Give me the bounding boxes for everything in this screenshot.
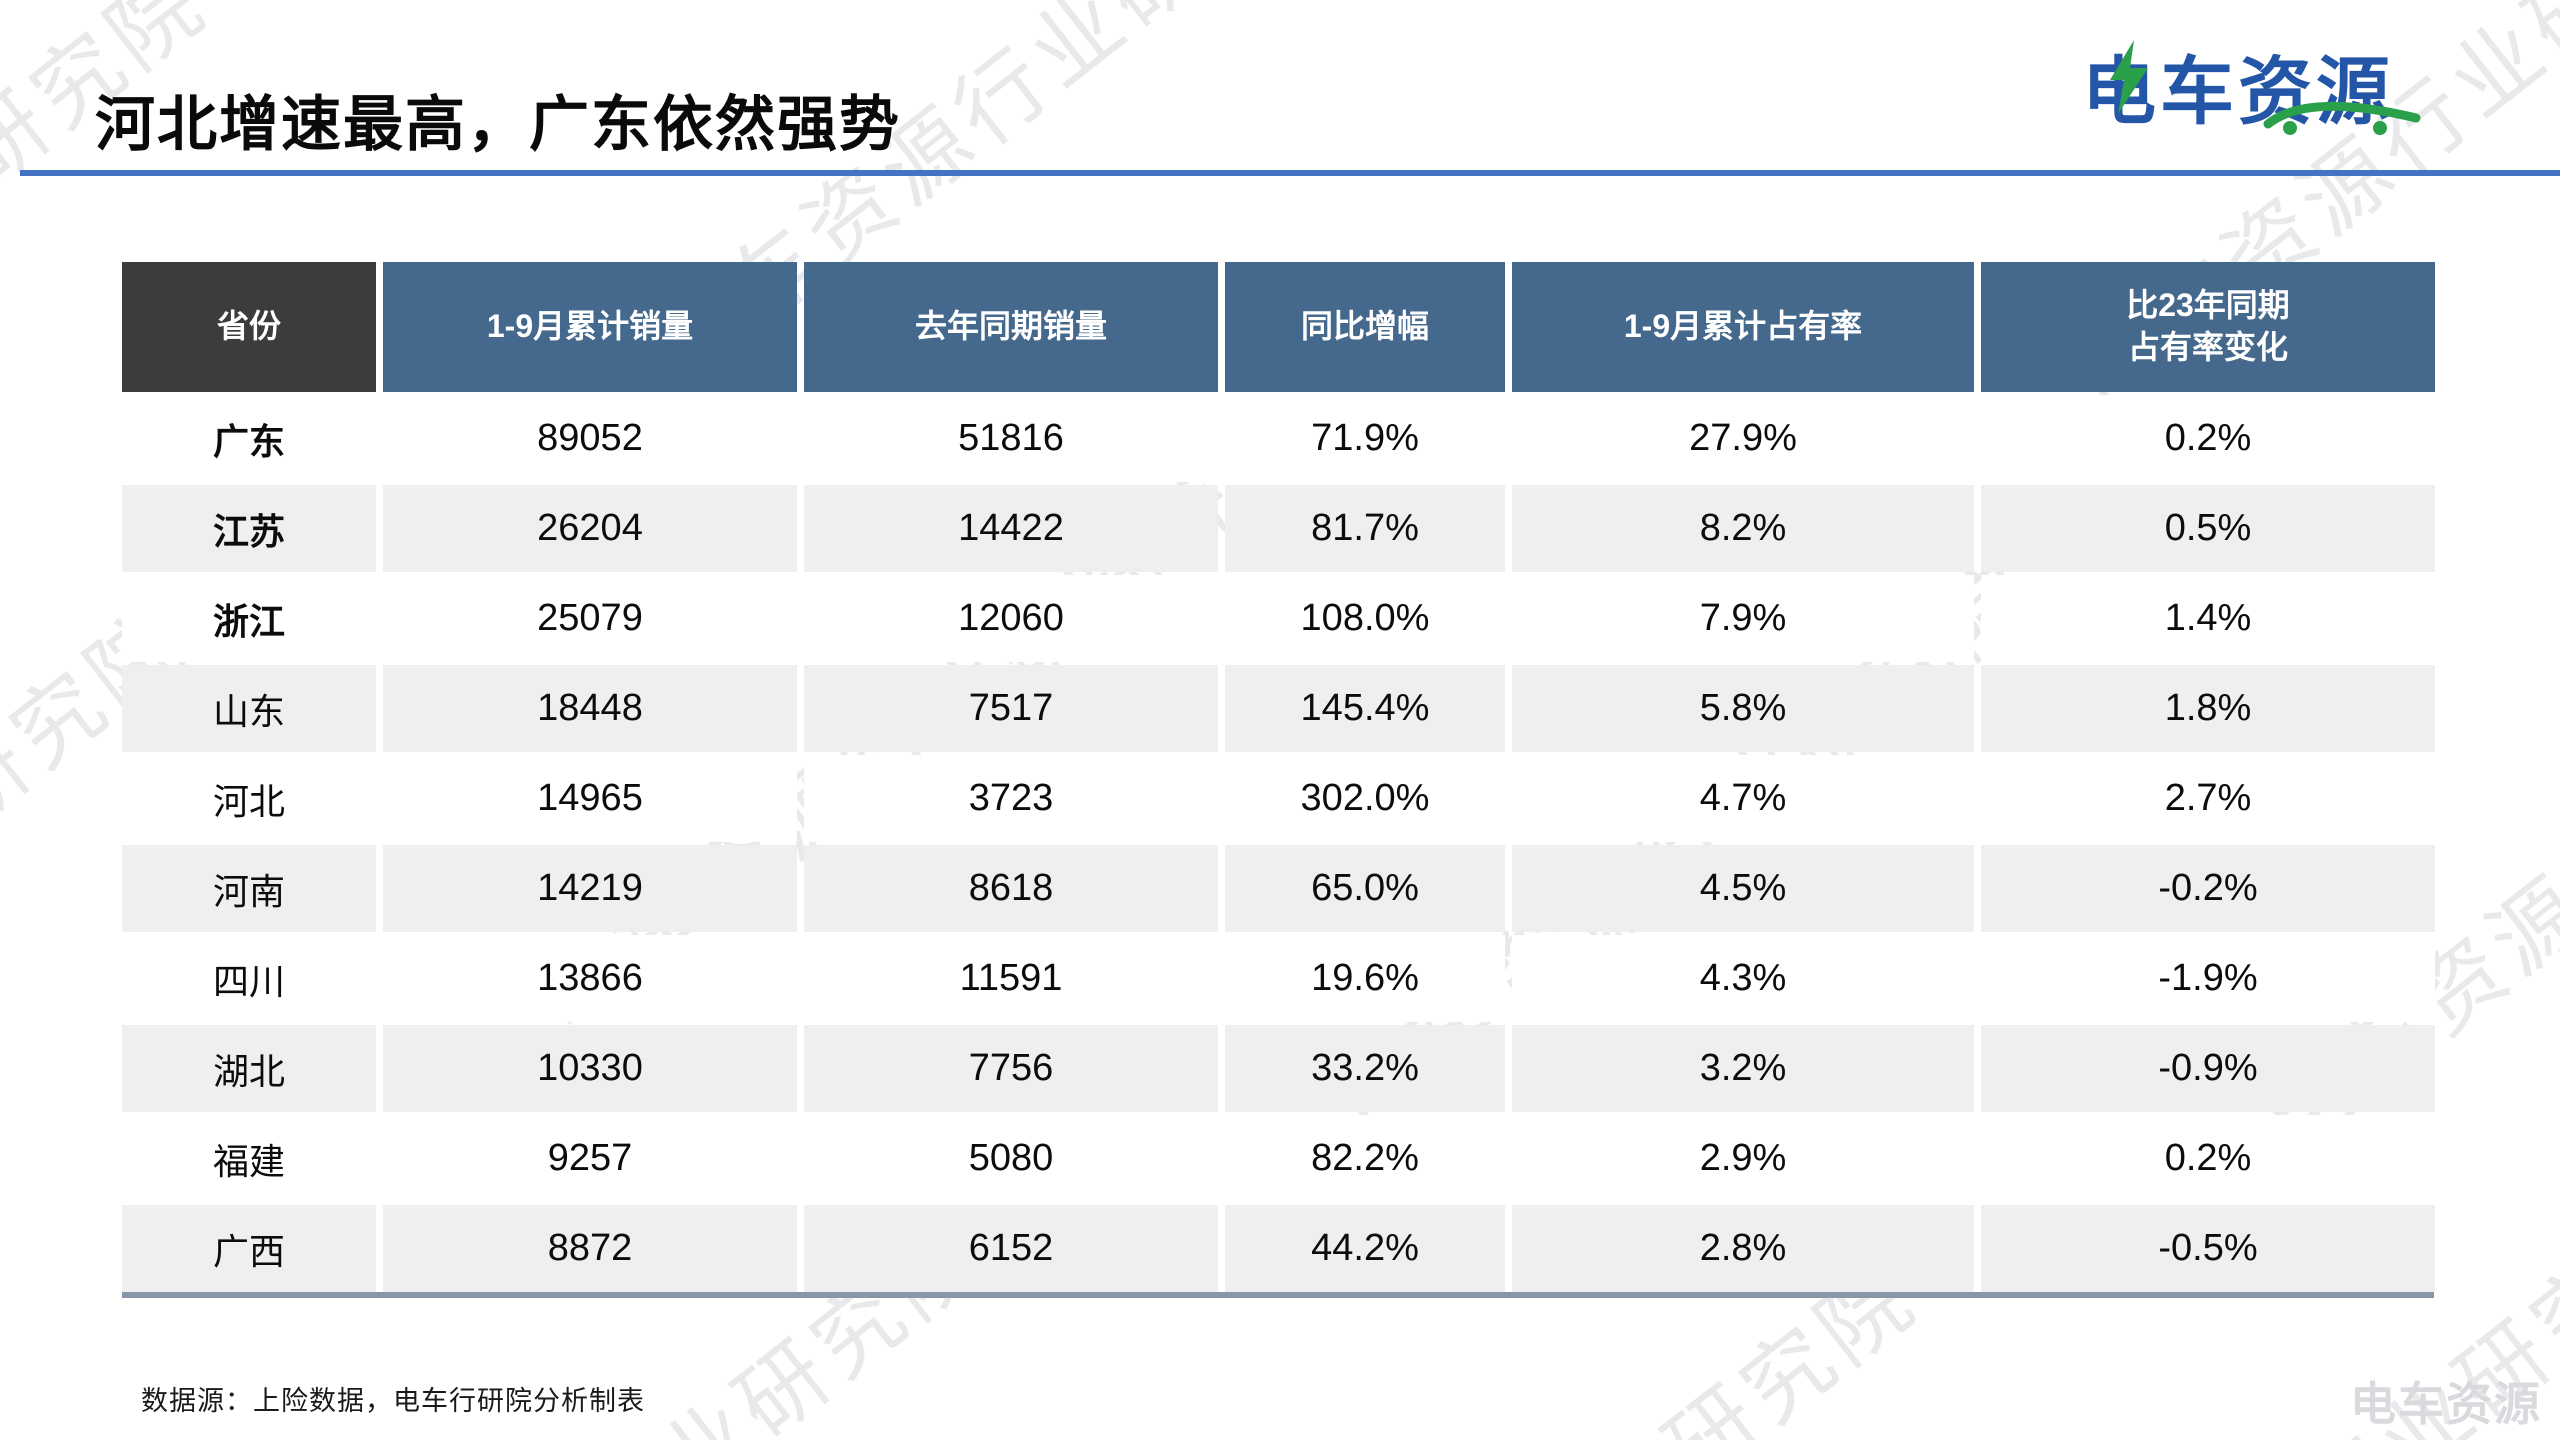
cell-cum-sales: 89052 xyxy=(383,395,797,482)
page-title: 河北增速最高，广东依然强势 xyxy=(95,91,901,159)
cell-prev-year: 5080 xyxy=(804,1115,1218,1202)
province-label: 四川 xyxy=(212,960,285,1002)
cell-cum-sales: 14219 xyxy=(383,845,797,932)
cell-share: 27.9% xyxy=(1512,395,1974,482)
cell-share: 2.9% xyxy=(1512,1115,1974,1202)
cell-share: 8.2% xyxy=(1512,485,1974,572)
table-header-province: 省份 xyxy=(122,262,376,392)
cell-share-change: 2.7% xyxy=(1981,755,2435,842)
table-header-prev-year: 去年同期销量 xyxy=(804,262,1218,392)
cell-province: 山东 xyxy=(122,665,376,752)
cell-share-change: -0.2% xyxy=(1981,845,2435,932)
table-header-share: 1-9月累计占有率 xyxy=(1512,262,1974,392)
site-logo: 电车资源 xyxy=(2082,26,2502,136)
cell-yoy-growth: 44.2% xyxy=(1225,1205,1505,1292)
corner-watermark: 电车资源 xyxy=(2350,1378,2542,1430)
cell-cum-sales: 10330 xyxy=(383,1025,797,1112)
cell-share-change: 1.8% xyxy=(1981,665,2435,752)
cell-province: 浙江 xyxy=(122,575,376,662)
cell-yoy-growth: 19.6% xyxy=(1225,935,1505,1022)
cell-share-change: 0.2% xyxy=(1981,1115,2435,1202)
title-underline xyxy=(20,170,2560,176)
cell-yoy-growth: 82.2% xyxy=(1225,1115,1505,1202)
cell-prev-year: 7756 xyxy=(804,1025,1218,1112)
cell-share: 4.3% xyxy=(1512,935,1974,1022)
province-label: 湖北 xyxy=(212,1050,285,1092)
cell-share: 4.7% xyxy=(1512,755,1974,842)
cell-yoy-growth: 65.0% xyxy=(1225,845,1505,932)
cell-province: 湖北 xyxy=(122,1025,376,1112)
cell-prev-year: 6152 xyxy=(804,1205,1218,1292)
table-header-cum-sales: 1-9月累计销量 xyxy=(383,262,797,392)
table-bottom-border xyxy=(122,1292,2434,1298)
cell-province: 广西 xyxy=(122,1205,376,1292)
cell-prev-year: 3723 xyxy=(804,755,1218,842)
cell-province: 福建 xyxy=(122,1115,376,1202)
province-label: 山东 xyxy=(212,690,285,732)
cell-province: 河南 xyxy=(122,845,376,932)
table-header-yoy-growth: 同比增幅 xyxy=(1225,262,1505,392)
cell-share: 3.2% xyxy=(1512,1025,1974,1112)
cell-share: 7.9% xyxy=(1512,575,1974,662)
cell-cum-sales: 8872 xyxy=(383,1205,797,1292)
cell-share-change: 0.5% xyxy=(1981,485,2435,572)
cell-prev-year: 7517 xyxy=(804,665,1218,752)
source-note: 数据源：上险数据，电车行研院分析制表 xyxy=(141,1386,645,1416)
province-label: 广西 xyxy=(212,1230,285,1272)
cell-cum-sales: 25079 xyxy=(383,575,797,662)
cell-province: 广东 xyxy=(122,395,376,482)
cell-share: 5.8% xyxy=(1512,665,1974,752)
province-label: 河南 xyxy=(212,870,285,912)
cell-share-change: -0.5% xyxy=(1981,1205,2435,1292)
cell-cum-sales: 14965 xyxy=(383,755,797,842)
lightning-icon xyxy=(2110,40,2148,119)
province-label: 福建 xyxy=(212,1140,285,1182)
cell-cum-sales: 26204 xyxy=(383,485,797,572)
cell-province: 江苏 xyxy=(122,485,376,572)
cell-share-change: 0.2% xyxy=(1981,395,2435,482)
cell-yoy-growth: 145.4% xyxy=(1225,665,1505,752)
cell-yoy-growth: 71.9% xyxy=(1225,395,1505,482)
cell-yoy-growth: 108.0% xyxy=(1225,575,1505,662)
cell-share: 2.8% xyxy=(1512,1205,1974,1292)
cell-province: 河北 xyxy=(122,755,376,842)
cell-cum-sales: 9257 xyxy=(383,1115,797,1202)
cell-province: 四川 xyxy=(122,935,376,1022)
cell-yoy-growth: 81.7% xyxy=(1225,485,1505,572)
cell-yoy-growth: 302.0% xyxy=(1225,755,1505,842)
cell-share-change: -1.9% xyxy=(1981,935,2435,1022)
cell-cum-sales: 13866 xyxy=(383,935,797,1022)
province-label: 广东 xyxy=(212,420,285,462)
cell-cum-sales: 18448 xyxy=(383,665,797,752)
cell-prev-year: 11591 xyxy=(804,935,1218,1022)
table-header-share-change: 比23年同期 占有率变化 xyxy=(1981,262,2435,392)
cell-prev-year: 51816 xyxy=(804,395,1218,482)
cell-prev-year: 8618 xyxy=(804,845,1218,932)
province-label: 河北 xyxy=(212,780,285,822)
cell-prev-year: 12060 xyxy=(804,575,1218,662)
logo-wordmark: 电车资源 xyxy=(2082,50,2394,133)
cell-share: 4.5% xyxy=(1512,845,1974,932)
car-icon xyxy=(2258,92,2426,141)
cell-yoy-growth: 33.2% xyxy=(1225,1025,1505,1112)
cell-prev-year: 14422 xyxy=(804,485,1218,572)
cell-share-change: -0.9% xyxy=(1981,1025,2435,1112)
province-label: 江苏 xyxy=(212,510,285,552)
sales-table: 省份 1-9月累计销量 去年同期销量 同比增幅 1-9月累计占有率 比23年同期… xyxy=(122,262,2435,1292)
cell-share-change: 1.4% xyxy=(1981,575,2435,662)
province-label: 浙江 xyxy=(212,600,285,642)
